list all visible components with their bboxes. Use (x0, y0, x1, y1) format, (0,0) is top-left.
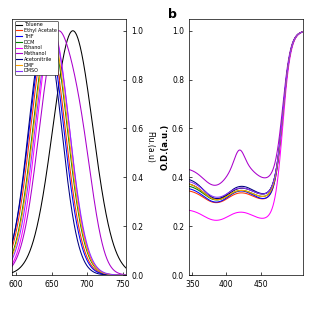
Text: b: b (168, 8, 177, 21)
Y-axis label: Flu.(a.u): Flu.(a.u) (145, 131, 154, 163)
Legend: Toluene, Ethyl Acetate, THF, DCM, Ethanol, Methanol, Acetonitrile, DMF, DMSO: Toluene, Ethyl Acetate, THF, DCM, Ethano… (15, 21, 58, 75)
Y-axis label: O.D.(a.u.): O.D.(a.u.) (160, 124, 169, 170)
